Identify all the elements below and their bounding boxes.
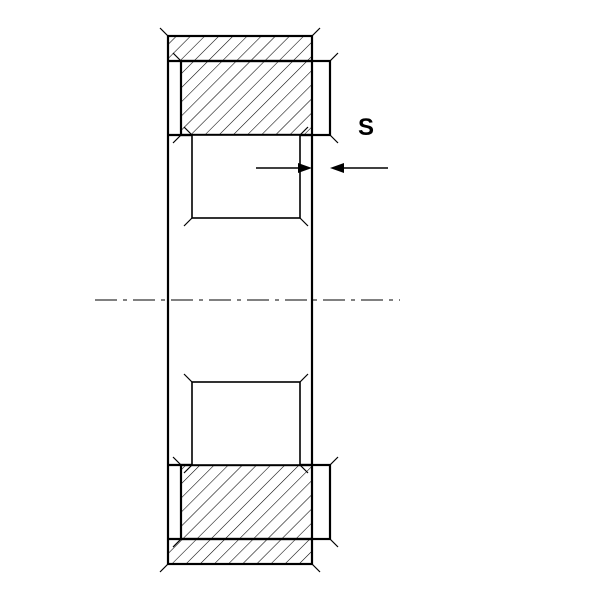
dimension-s-label: S (358, 114, 374, 141)
diagram-stage: S (0, 0, 600, 600)
diagram-svg: S (0, 0, 600, 600)
